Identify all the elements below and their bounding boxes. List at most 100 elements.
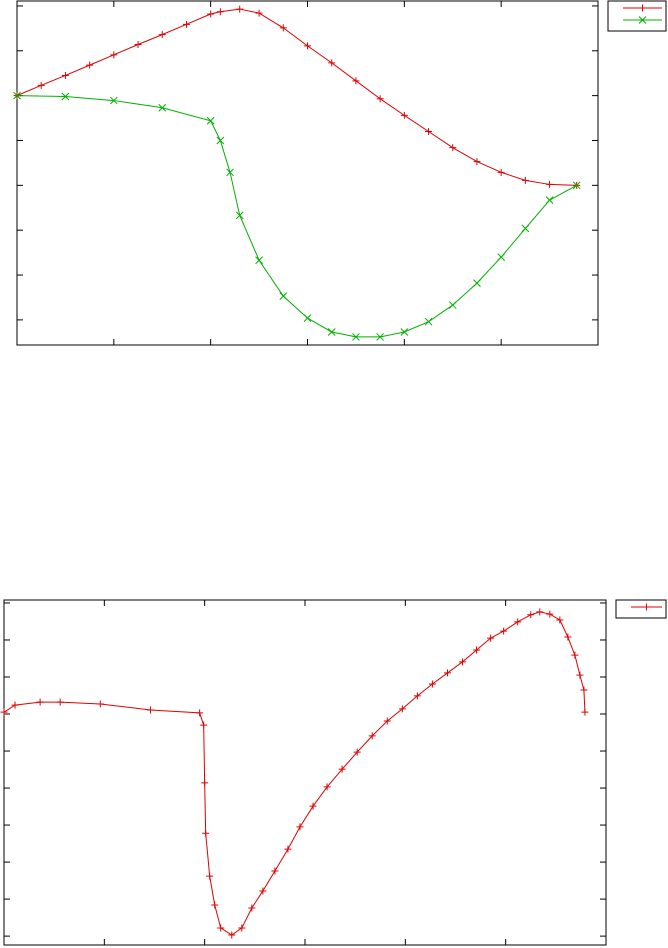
- marker: [497, 253, 506, 261]
- marker: [56, 698, 64, 706]
- marker: [226, 168, 234, 177]
- marker: [217, 924, 225, 932]
- marker: [443, 669, 451, 677]
- marker: [459, 658, 467, 666]
- marker: [11, 701, 19, 709]
- marker: [216, 136, 225, 145]
- marker: [279, 292, 288, 300]
- marker: [400, 328, 409, 336]
- marker: [376, 333, 384, 341]
- marker: [338, 765, 346, 773]
- marker: [0, 708, 8, 716]
- marker: [248, 904, 256, 912]
- marker: [521, 224, 530, 233]
- marker: [200, 721, 208, 729]
- marker: [236, 5, 244, 13]
- series: [0, 603, 650, 939]
- marker: [61, 71, 69, 79]
- marker: [546, 180, 554, 188]
- marker: [328, 59, 336, 67]
- marker: [37, 81, 45, 89]
- marker: [255, 256, 263, 265]
- marker: [134, 41, 142, 49]
- marker: [514, 618, 522, 626]
- marker: [36, 698, 44, 706]
- marker: [13, 91, 21, 100]
- marker: [571, 651, 579, 659]
- marker: [96, 700, 104, 708]
- marker: [527, 611, 535, 619]
- marker: [304, 42, 311, 50]
- marker: [158, 31, 166, 39]
- marker: [206, 116, 215, 125]
- marker: [398, 705, 406, 713]
- marker: [546, 610, 554, 618]
- marker: [473, 646, 481, 654]
- marker: [425, 128, 433, 136]
- marker: [352, 333, 360, 341]
- marker: [487, 634, 495, 642]
- marker: [182, 20, 190, 28]
- marker: [158, 103, 167, 112]
- marker: [576, 671, 584, 679]
- marker: [353, 748, 361, 756]
- marker: [235, 211, 244, 220]
- plot-frame: [3, 599, 607, 946]
- marker: [383, 717, 391, 725]
- marker: [255, 9, 263, 17]
- marker: [473, 158, 481, 166]
- marker: [86, 61, 94, 69]
- marker: [228, 931, 236, 939]
- series: [13, 4, 646, 189]
- marker: [201, 779, 209, 787]
- marker: [61, 92, 70, 101]
- marker: [216, 8, 224, 16]
- marker: [327, 328, 336, 336]
- marker: [368, 732, 376, 740]
- marker: [309, 802, 317, 810]
- marker: [581, 708, 589, 716]
- marker: [196, 709, 204, 717]
- marker: [284, 845, 292, 853]
- marker: [303, 314, 312, 322]
- marker: [400, 111, 408, 119]
- legend-box: [607, 0, 667, 32]
- marker: [296, 823, 304, 831]
- marker: [413, 692, 421, 700]
- line: [16, 8, 577, 186]
- marker: [564, 633, 572, 641]
- plot-frame: [16, 0, 599, 346]
- marker: [352, 77, 360, 85]
- marker: [271, 867, 279, 875]
- marker: [572, 181, 581, 190]
- marker: [556, 616, 564, 624]
- marker: [207, 10, 215, 18]
- marker: [202, 829, 210, 837]
- marker: [473, 279, 481, 287]
- marker: [146, 706, 154, 714]
- marker: [424, 317, 433, 326]
- marker: [109, 96, 118, 105]
- legend-box: [615, 599, 667, 619]
- marker: [259, 887, 267, 895]
- marker: [497, 168, 505, 176]
- marker: [279, 24, 287, 32]
- marker: [500, 627, 508, 635]
- marker: [376, 95, 384, 103]
- marker: [536, 608, 544, 616]
- line: [3, 611, 586, 936]
- marker: [206, 872, 214, 880]
- marker: [521, 176, 529, 184]
- marker: [545, 196, 554, 204]
- marker: [449, 144, 457, 152]
- marker: [448, 301, 457, 309]
- series: [13, 16, 647, 341]
- line: [16, 95, 577, 338]
- marker: [238, 924, 246, 932]
- marker: [580, 686, 588, 694]
- marker: [428, 680, 436, 688]
- marker: [211, 901, 219, 909]
- marker: [110, 51, 118, 59]
- marker: [323, 783, 331, 791]
